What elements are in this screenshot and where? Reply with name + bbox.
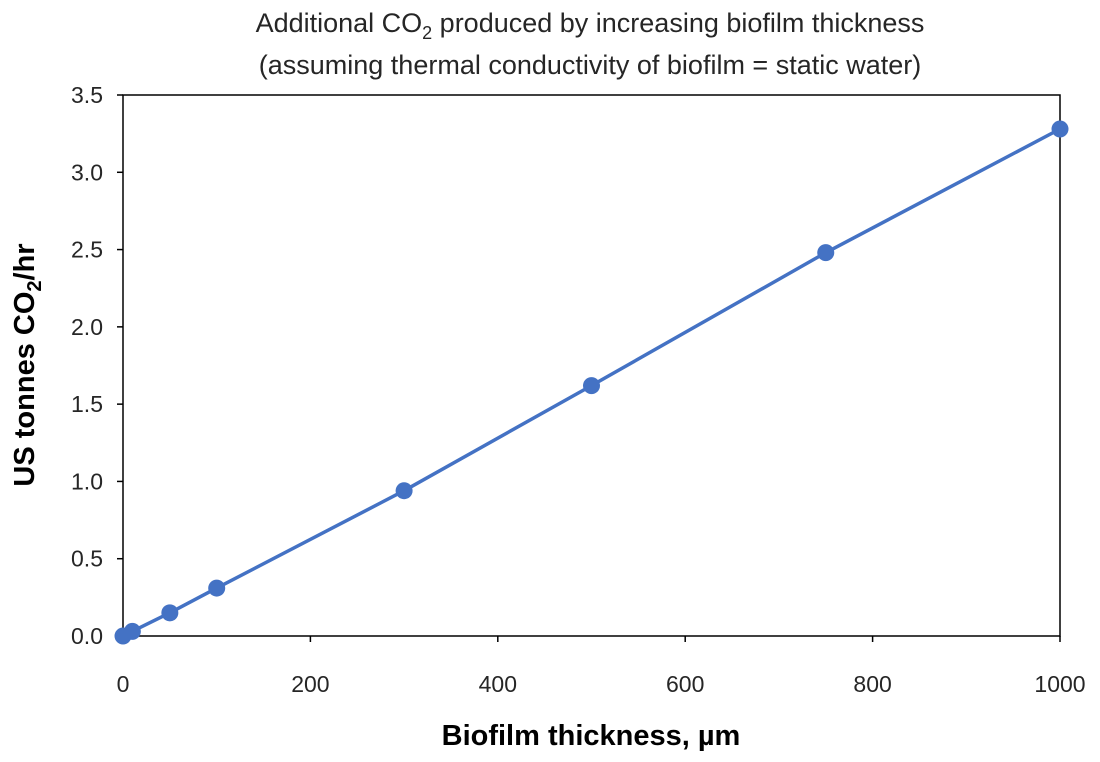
- data-point: [395, 482, 413, 500]
- x-axis-ticks: 0 200 400 600 800 1000: [117, 636, 1086, 697]
- data-point: [123, 622, 141, 640]
- data-point: [161, 604, 179, 622]
- data-point: [1051, 120, 1069, 138]
- y-tick-label: 2.0: [71, 314, 103, 340]
- y-tick-label: 1.0: [71, 468, 103, 494]
- data-points: [114, 120, 1069, 645]
- x-tick-label: 0: [117, 671, 130, 697]
- y-tick-label: 1.5: [71, 391, 103, 417]
- chart-subtitle: (assuming thermal conductivity of biofil…: [259, 50, 922, 80]
- y-tick-label: 2.5: [71, 237, 103, 263]
- y-axis-label: US tonnes CO2/hr: [9, 243, 46, 486]
- x-tick-label: 800: [853, 671, 891, 697]
- y-axis-ticks: 0.0 0.5 1.0 1.5 2.0 2.5 3.0 3.5: [71, 82, 123, 649]
- x-tick-label: 400: [479, 671, 517, 697]
- x-tick-label: 200: [291, 671, 329, 697]
- y-tick-label: 3.0: [71, 159, 103, 185]
- y-tick-label: 3.5: [71, 82, 103, 108]
- x-axis-label: Biofilm thickness, µm: [442, 720, 741, 752]
- data-point: [583, 377, 600, 395]
- y-tick-label: 0.0: [71, 623, 103, 649]
- data-point: [817, 244, 835, 262]
- chart-title: Additional CO2 produced by increasing bi…: [256, 8, 925, 43]
- data-point: [208, 579, 226, 597]
- plot-area: [122, 94, 1061, 637]
- y-tick-label: 0.5: [71, 546, 103, 572]
- x-tick-label: 1000: [1034, 671, 1085, 697]
- x-tick-label: 600: [666, 671, 704, 697]
